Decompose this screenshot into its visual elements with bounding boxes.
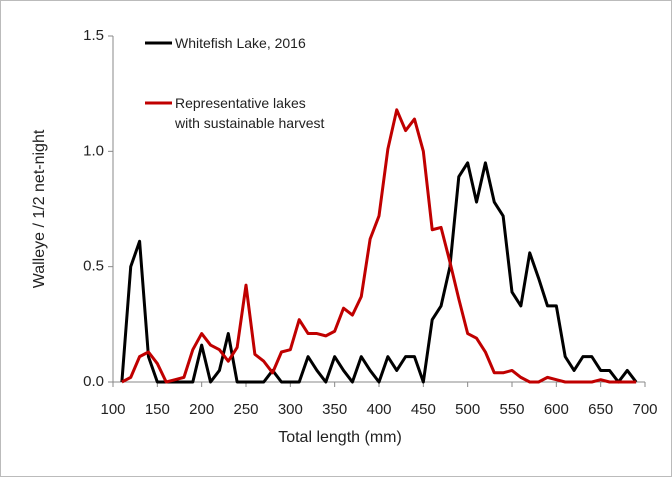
x-tick-label: 650	[588, 401, 613, 418]
legend-label: Representative lakes with sustainable ha…	[175, 95, 325, 131]
x-tick-label: 500	[455, 401, 480, 418]
x-tick-label: 350	[322, 401, 347, 418]
x-tick-label: 300	[278, 401, 303, 418]
y-axis-title: Walleye / 1/2 net-night	[31, 129, 48, 288]
x-tick-label: 100	[100, 401, 125, 418]
x-tick-label: 150	[145, 401, 170, 418]
x-tick-label: 450	[411, 401, 436, 418]
x-tick-label: 400	[366, 401, 391, 418]
y-tick-label: 1.5	[83, 27, 104, 44]
x-tick-label: 600	[544, 401, 569, 418]
y-tick-label: 0.5	[83, 258, 104, 275]
x-axis-title: Total length (mm)	[278, 429, 402, 446]
y-tick-label: 1.0	[83, 142, 104, 159]
data-line	[121, 108, 637, 384]
y-tick-label: 0.0	[83, 373, 104, 390]
x-tick-label: 250	[233, 401, 258, 418]
legend-label: Whitefish Lake, 2016	[175, 35, 306, 51]
x-tick-label: 700	[632, 401, 657, 418]
x-tick-label: 550	[499, 401, 524, 418]
data-line	[120, 161, 638, 384]
x-tick-label: 200	[189, 401, 214, 418]
